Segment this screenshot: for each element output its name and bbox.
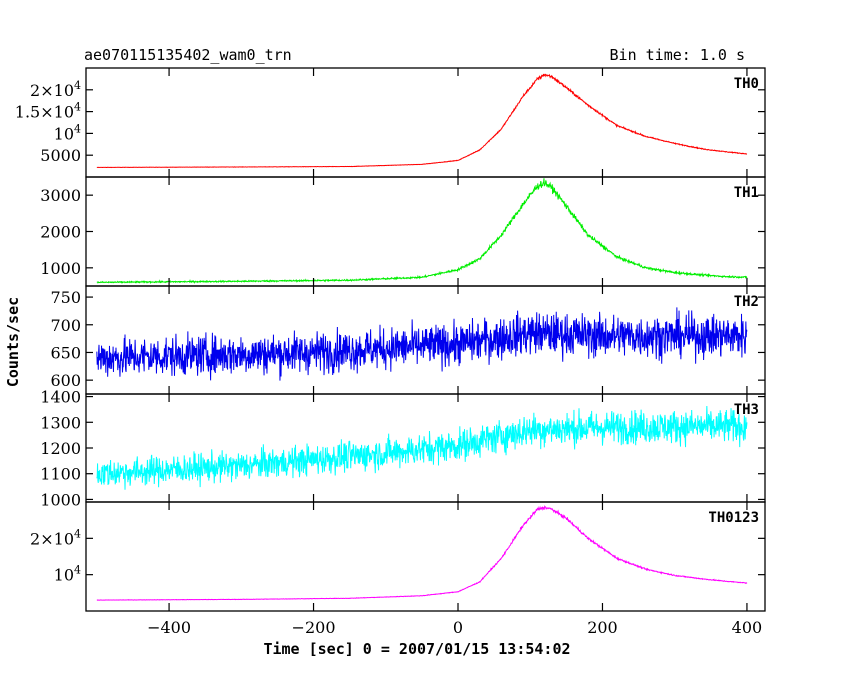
series-th1-line [96, 178, 748, 284]
series-th2-line [96, 307, 748, 381]
y-tick-label: 1.5×104 [15, 101, 81, 122]
x-tick-label: −400 [147, 618, 191, 637]
y-tick-label: 1300 [40, 413, 81, 432]
y-tick-label: 5000 [40, 146, 81, 165]
panel-label-th1: TH1 [734, 185, 759, 201]
y-tick-label: 104 [54, 122, 81, 143]
y-tick-label: 1000 [40, 490, 81, 509]
panel-frame [85, 67, 766, 178]
y-tick-label: 1100 [40, 465, 81, 484]
panel-label-th2: TH2 [734, 294, 759, 310]
panel-th0123: 104 2×104 TH0123 [30, 501, 766, 612]
x-tick-label: 400 [732, 618, 763, 637]
panel-th1: 1000 2000 3000 TH1 [40, 176, 766, 287]
series-th0123-line [96, 505, 748, 601]
panel-th3: 1000 1100 1200 1300 1400 TH3 [40, 388, 766, 509]
y-tick-label: 750 [50, 288, 81, 307]
y-tick-label: 1200 [40, 439, 81, 458]
x-axis-label: Time [sec] 0 = 2007/01/15 13:54:02 [263, 640, 570, 658]
bin-time-label: Bin time: 1.0 s [610, 46, 745, 64]
panel-label-th3: TH3 [734, 402, 759, 418]
x-tick-label: 200 [587, 618, 618, 637]
x-tick-label: 0 [453, 618, 463, 637]
series-th3-line [96, 406, 748, 490]
y-tick-label: 650 [50, 343, 81, 362]
series-th0-line [96, 73, 748, 169]
y-tick-label: 1000 [40, 259, 81, 278]
panel-label-th0123: TH0123 [708, 510, 759, 526]
y-tick-label: 1400 [40, 388, 81, 407]
panel-frame [85, 393, 766, 503]
panel-label-th0: TH0 [734, 76, 759, 92]
x-tick-label: −200 [292, 618, 336, 637]
panel-th2: 600 650 700 750 TH2 [50, 285, 766, 395]
x-axis: −400 −200 0 200 400 [147, 618, 762, 637]
y-tick-label: 2000 [40, 223, 81, 242]
y-tick-label: 2×104 [30, 79, 81, 100]
y-tick-label: 700 [50, 316, 81, 335]
chart-title: ae070115135402_wam0_trn [84, 46, 292, 64]
y-axis-label: Counts/sec [4, 297, 22, 387]
y-tick-label: 3000 [40, 186, 81, 205]
y-tick-label: 600 [50, 371, 81, 390]
panel-frame [85, 501, 766, 612]
y-tick-label: 2×104 [30, 527, 81, 548]
y-tick-label: 104 [54, 564, 81, 585]
